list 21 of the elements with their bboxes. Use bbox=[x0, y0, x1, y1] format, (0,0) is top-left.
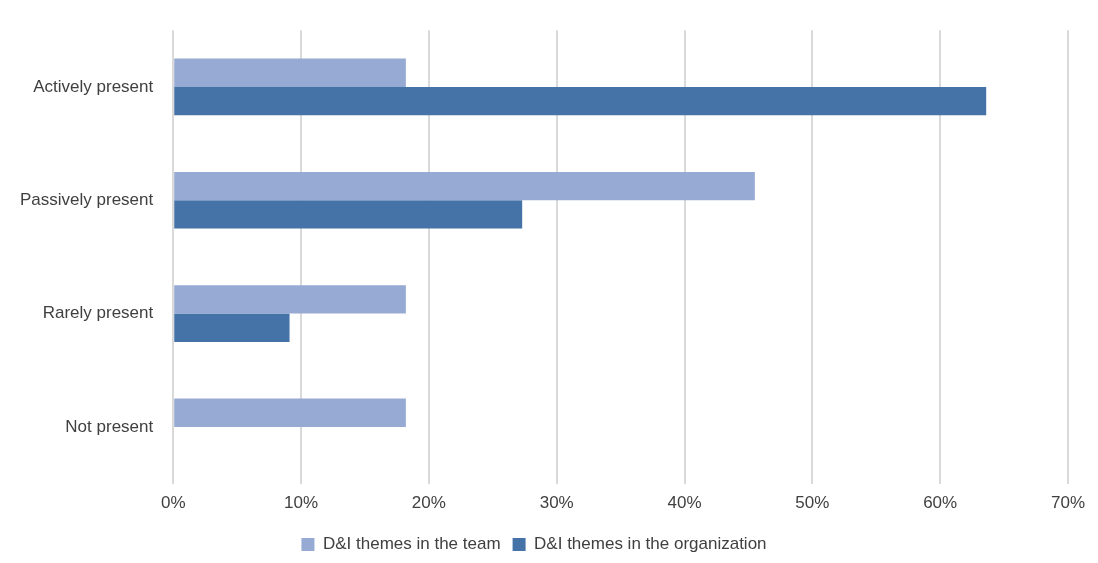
bar bbox=[174, 58, 406, 87]
x-tick-label: 50% bbox=[795, 493, 830, 513]
x-tick-label: 60% bbox=[923, 493, 958, 513]
bar bbox=[174, 313, 290, 342]
bar bbox=[174, 86, 987, 116]
x-tick-label: 30% bbox=[539, 493, 574, 513]
x-tick-label: 40% bbox=[667, 493, 702, 513]
y-tick-label: Rarely present bbox=[42, 303, 154, 323]
x-tick-label: 70% bbox=[1050, 493, 1086, 513]
bar bbox=[174, 398, 406, 427]
legend-label: D&I themes in the team bbox=[322, 534, 501, 554]
x-tick-label: 10% bbox=[284, 493, 319, 513]
bar bbox=[174, 171, 755, 201]
bar bbox=[174, 200, 523, 229]
bar bbox=[174, 285, 406, 314]
y-tick-label: Not present bbox=[65, 416, 154, 436]
legend-label: D&I themes in the organization bbox=[534, 534, 767, 554]
x-tick-label: 0% bbox=[160, 493, 186, 513]
y-tick-label: Passively present bbox=[19, 189, 154, 209]
x-tick-label: 20% bbox=[411, 493, 446, 513]
y-tick-label: Actively present bbox=[33, 76, 154, 96]
